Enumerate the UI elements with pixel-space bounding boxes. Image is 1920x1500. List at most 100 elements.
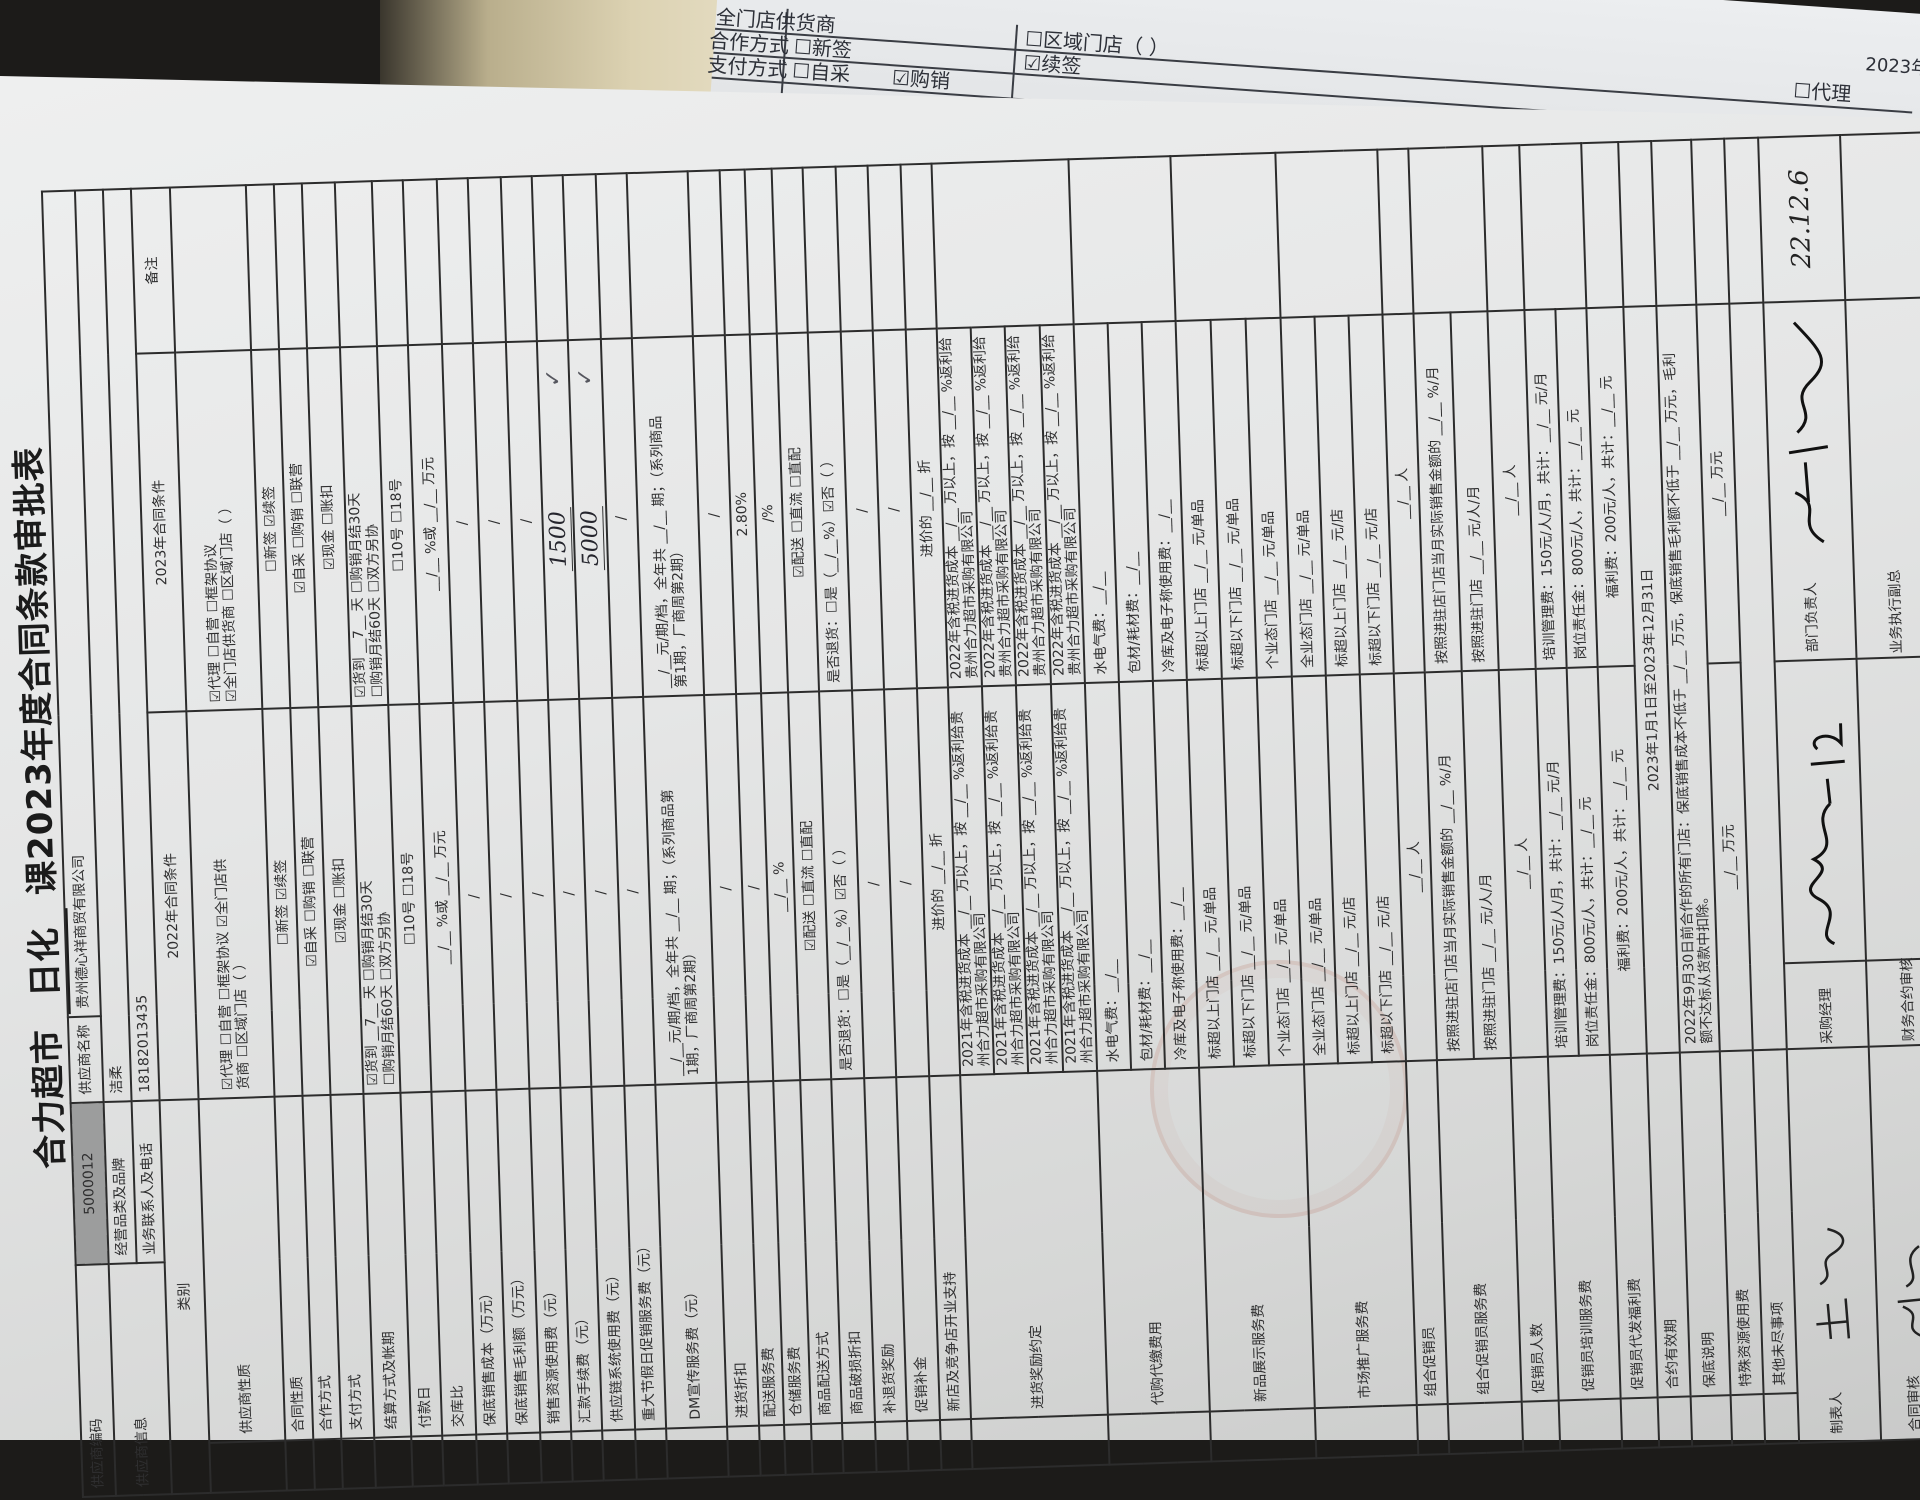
finance-review-label: 财务合约审核 (1866, 957, 1920, 1047)
supplier-info-label: 供应商信息 (108, 1262, 172, 1496)
dept-head-label: 部门负责人 (1802, 581, 1822, 653)
section-cell (1730, 1394, 1765, 1446)
row-label: DM宣传服务费（元） (655, 1082, 728, 1429)
col-remark-header: 备注 (130, 187, 176, 354)
section-cell (1416, 1404, 1450, 1455)
remark-cell (334, 181, 377, 348)
vp-signature-cell (1840, 132, 1920, 300)
row-label: 供应商性质 (198, 1096, 286, 1443)
handwritten-value: 5000 (576, 505, 605, 571)
remark-cell (1408, 146, 1488, 314)
section-cell (507, 1432, 542, 1484)
section-cell (1690, 1395, 1732, 1447)
finance-review-signature-cell (1856, 656, 1920, 961)
purchase-manager-label: 采购经理 (1783, 960, 1869, 1050)
section-cell (784, 1424, 813, 1475)
remark-cell (436, 178, 473, 345)
section-cell (811, 1423, 844, 1475)
contract-review-signature (1897, 1245, 1920, 1338)
dept-head-date-text: 22.12.6 (1784, 168, 1818, 269)
value-2022: ☑代理 ☐自营 ☐框架协议 ☑全门店供 货商 ☐区域门店（ ） (186, 708, 275, 1100)
section-cell (374, 1436, 413, 1488)
remark-cell (402, 179, 442, 346)
row-label: 新品展示服务费 (1198, 1064, 1315, 1412)
section-cell (411, 1435, 444, 1487)
section-cell (442, 1434, 478, 1486)
company-seal-stamp (1150, 960, 1408, 1218)
section-cell (571, 1430, 604, 1482)
vp-label: 业务执行副总 (1845, 297, 1920, 659)
value-2023: __/__元/期/档，全年共 __/__ 期；（系列商品 第1期，厂商周第2期） (631, 336, 705, 697)
remark-cell (1275, 149, 1383, 318)
section-cell (939, 1419, 973, 1470)
remark-cell (1650, 139, 1697, 306)
dept-head-cell: 部门负责人 (1763, 299, 1857, 662)
supplier-code-value: 5000012 (70, 1102, 109, 1266)
section-cell (759, 1424, 786, 1476)
remark-cell (931, 159, 1074, 329)
remark-cell (562, 174, 601, 341)
section-cell (341, 1437, 376, 1489)
supplier-name-label: 供应商名称 (67, 1016, 104, 1104)
remark-cell (1518, 143, 1587, 311)
row-label: 代购代缴费用 (1096, 1067, 1210, 1415)
remark-cell (687, 170, 725, 337)
section-cell (1763, 1393, 1799, 1445)
paper-sheet (0, 76, 1920, 1440)
remark-cell (371, 180, 408, 347)
check-mark-icon: ✓ (540, 368, 567, 388)
section-cell (1521, 1400, 1560, 1452)
dept-head-signature (1788, 321, 1828, 544)
dept-head-date: 22.12.6 (1757, 135, 1846, 303)
contract-review-label: 合同审核 (1906, 1375, 1920, 1432)
value-2023: ☑代理 ☐自营 ☐框架协议 ☑全门店供货商 ☐区域门店（ ） (175, 350, 263, 712)
maker-signature (1816, 1227, 1850, 1340)
row-label: 组合促销员服务费 (1436, 1057, 1522, 1405)
remark-cell (867, 164, 906, 331)
remark-cell (802, 166, 841, 333)
handwritten-value: 1500 (544, 506, 573, 572)
signoff-row-1: 制表人 采购经理 部门负责人 22.12.6 (1757, 135, 1882, 1444)
remark-cell (169, 185, 252, 353)
row-label: 市场推广服务费 (1303, 1061, 1417, 1409)
section-cell (1620, 1397, 1659, 1449)
section-cell (313, 1438, 343, 1490)
section-cell (1314, 1404, 1419, 1459)
remark-cell (1068, 156, 1176, 325)
remark-cell (1723, 137, 1764, 304)
remark-cell (531, 175, 568, 342)
section-cell (1107, 1411, 1212, 1465)
remark-cell (595, 173, 632, 340)
section-cell (1447, 1401, 1524, 1455)
purchase-manager-signature (1809, 723, 1845, 946)
section-cell (476, 1433, 509, 1485)
row-label: 促销员培训服务费 (1547, 1054, 1621, 1401)
remark-cell (467, 177, 506, 344)
section-cell (842, 1422, 877, 1474)
section-cell (635, 1428, 668, 1480)
signoff-row-2: 合同审核 财务合约审核 业务执行副总 (1840, 132, 1920, 1441)
section-cell (602, 1429, 637, 1481)
remark-cell (301, 182, 340, 349)
check-mark-icon: ✓ (572, 367, 599, 387)
section-cell (727, 1425, 761, 1477)
remark-cell (1690, 138, 1730, 305)
section-cell (1558, 1398, 1622, 1451)
contract-review-cell: 合同审核 (1868, 1044, 1920, 1441)
remark-cell (900, 163, 937, 330)
remark-cell (626, 171, 693, 339)
remark-cell (771, 167, 808, 334)
section-cell (209, 1440, 287, 1493)
remark-cell (835, 165, 873, 332)
title-store: 合力超市 (27, 1028, 72, 1170)
row-label: 进货奖励约定 (960, 1070, 1108, 1420)
remark-cell (1481, 145, 1525, 312)
remark-cell (1377, 148, 1414, 315)
section-cell (906, 1419, 942, 1471)
remark-cell (500, 176, 537, 343)
title-dept: 日化 (15, 908, 71, 1016)
contract-terms-table: 供应商编码 5000012 供应商名称 贵州德心祥商贸有限公司 供应商信息 经营… (41, 131, 1920, 1498)
background-desk (380, 0, 740, 100)
section-cell (540, 1431, 573, 1483)
maker-label: 制表人 (1828, 1391, 1846, 1435)
